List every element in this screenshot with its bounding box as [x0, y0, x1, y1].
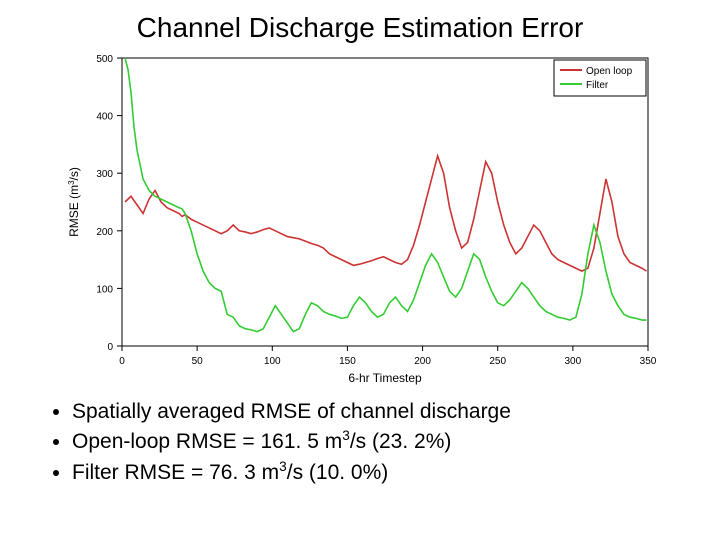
bullet-item: Open-loop RMSE = 161. 5 m3/s (23. 2%) — [72, 428, 680, 456]
svg-text:200: 200 — [414, 356, 431, 367]
svg-text:150: 150 — [339, 356, 356, 367]
svg-text:350: 350 — [640, 356, 657, 367]
bullet-item: Filter RMSE = 76. 3 m3/s (10. 0%) — [72, 459, 680, 487]
svg-text:250: 250 — [489, 356, 506, 367]
svg-text:6-hr Timestep: 6-hr Timestep — [348, 371, 422, 385]
svg-text:400: 400 — [96, 112, 113, 123]
svg-text:300: 300 — [96, 169, 113, 180]
series-open-loop — [125, 156, 646, 271]
legend-label: Open loop — [586, 66, 633, 77]
svg-text:0: 0 — [107, 342, 113, 353]
svg-text:200: 200 — [96, 227, 113, 238]
chart-svg: 0 50 100 150 200 250 300 350 0 100 200 300 400 500 6-h… — [60, 48, 660, 388]
svg-text:RMSE (m3/s): RMSE (m3/s) — [67, 167, 82, 237]
bullet-item: Spatially averaged RMSE of channel disch… — [72, 398, 680, 426]
svg-text:300: 300 — [565, 356, 582, 367]
svg-text:50: 50 — [192, 356, 204, 367]
svg-text:100: 100 — [264, 356, 281, 367]
legend-label: Filter — [586, 80, 609, 91]
series-filter — [125, 58, 646, 332]
svg-text:100: 100 — [96, 284, 113, 295]
svg-text:0: 0 — [119, 356, 125, 367]
svg-text:500: 500 — [96, 54, 113, 65]
page-title: Channel Discharge Estimation Error — [0, 0, 720, 48]
bullets: Spatially averaged RMSE of channel disch… — [48, 398, 680, 487]
rmse-chart: 0 50 100 150 200 250 300 350 0 100 200 300 400 500 6-h… — [60, 48, 660, 388]
slide: Channel Discharge Estimation Error 0 50 10… — [0, 0, 720, 540]
